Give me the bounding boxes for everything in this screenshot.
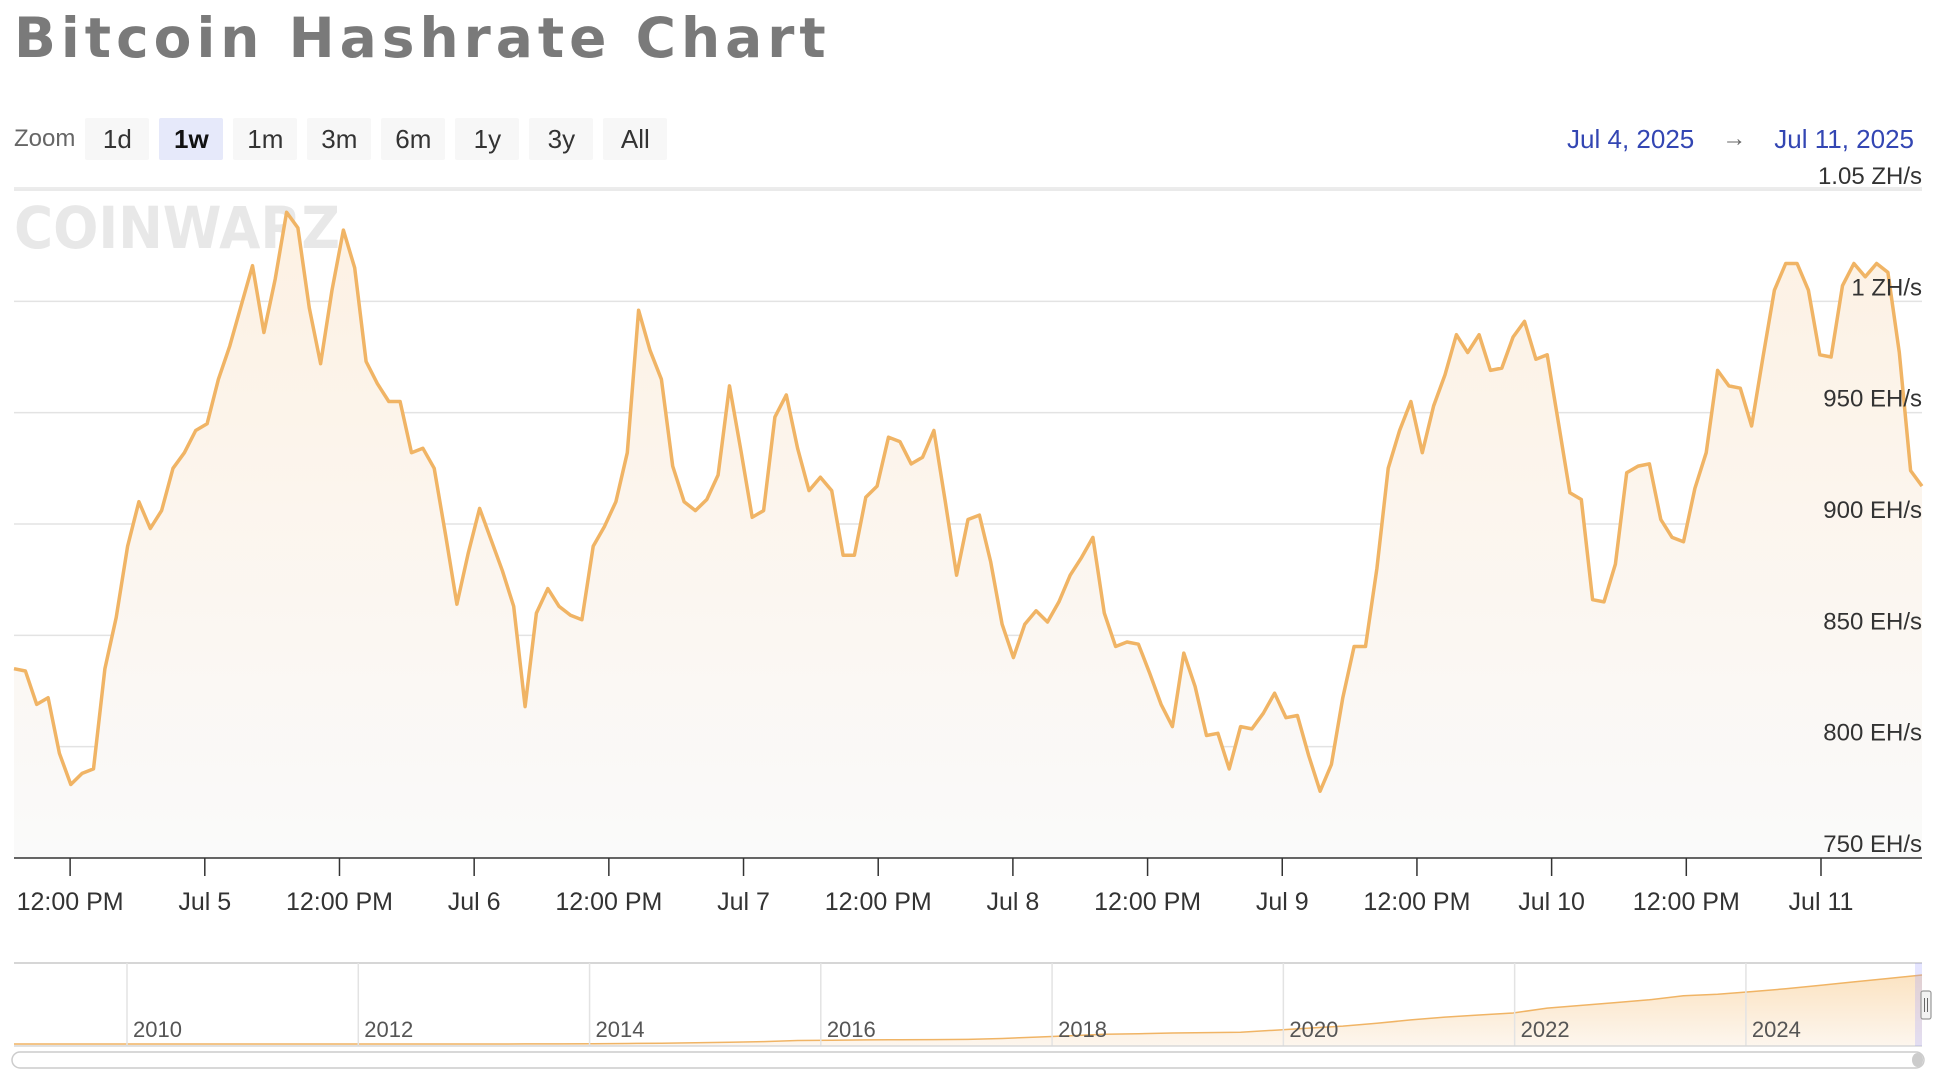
y-tick-label: 850 EH/s <box>1823 608 1922 635</box>
navigator-year-label: 2010 <box>133 1017 182 1042</box>
series-area <box>14 212 1922 859</box>
x-tick-label: Jul 5 <box>178 888 231 916</box>
x-tick-label: 12:00 PM <box>17 888 124 916</box>
zoom-all-button[interactable]: All <box>603 118 668 160</box>
series-line <box>13 210 1924 793</box>
y-tick-label: 1.05 ZH/s <box>1818 163 1922 190</box>
x-tick-label: Jul 9 <box>1256 888 1309 916</box>
x-tick-label: Jul 6 <box>448 888 501 916</box>
zoom-1m-button[interactable]: 1m <box>233 118 298 160</box>
navigator-year-label: 2018 <box>1058 1017 1107 1042</box>
x-tick-label: Jul 8 <box>986 888 1039 916</box>
date-range: Jul 4, 2025 → Jul 11, 2025 <box>1567 118 1914 160</box>
navigator-year-label: 2014 <box>596 1017 645 1042</box>
y-tick-label: 800 EH/s <box>1823 720 1922 747</box>
navigator-year-label: 2012 <box>364 1017 413 1042</box>
x-tick-label: 12:00 PM <box>286 888 393 916</box>
zoom-6m-button[interactable]: 6m <box>381 118 446 160</box>
x-tick-label: Jul 11 <box>1789 888 1854 916</box>
zoom-3m-button[interactable]: 3m <box>307 118 372 160</box>
navigator-year-label: 2024 <box>1752 1017 1801 1042</box>
navigator-year-label: 2020 <box>1289 1017 1338 1042</box>
zoom-bar: Zoom 1d 1w 1m 3m 6m 1y 3y All <box>14 118 677 160</box>
navigator-year-label: 2022 <box>1521 1017 1570 1042</box>
navigator-right-handle[interactable] <box>1920 990 1932 1020</box>
scrollbar-thumb[interactable] <box>1912 1053 1923 1067</box>
date-from-input[interactable]: Jul 4, 2025 <box>1567 123 1695 154</box>
zoom-label: Zoom <box>14 125 76 152</box>
y-tick-label: 1 ZH/s <box>1851 274 1922 301</box>
y-tick-label: 950 EH/s <box>1823 386 1922 413</box>
zoom-1d-button[interactable]: 1d <box>85 118 150 160</box>
x-tick-label: 12:00 PM <box>825 888 932 916</box>
navigator-area <box>14 975 1922 1046</box>
arrow-right-icon: → <box>1722 125 1747 152</box>
navigator-line <box>14 974 1923 1045</box>
x-tick-label: 12:00 PM <box>1363 888 1470 916</box>
navigator-selection[interactable] <box>1915 963 1922 1046</box>
x-tick-label: 12:00 PM <box>1633 888 1740 916</box>
y-tick-label: 900 EH/s <box>1823 497 1922 524</box>
zoom-1w-button[interactable]: 1w <box>159 118 224 160</box>
x-tick-label: Jul 10 <box>1518 888 1585 916</box>
x-tick-label: 12:00 PM <box>1094 888 1201 916</box>
x-tick-label: Jul 7 <box>717 888 770 916</box>
zoom-3y-button[interactable]: 3y <box>529 118 594 160</box>
date-to-input[interactable]: Jul 11, 2025 <box>1774 123 1914 154</box>
page-title: Bitcoin Hashrate Chart <box>14 6 831 70</box>
x-tick-label: 12:00 PM <box>555 888 662 916</box>
y-tick-label: 750 EH/s <box>1823 831 1922 858</box>
navigator-year-label: 2016 <box>827 1017 876 1042</box>
navigator-scrollbar[interactable] <box>11 1051 1925 1069</box>
zoom-1y-button[interactable]: 1y <box>455 118 520 160</box>
